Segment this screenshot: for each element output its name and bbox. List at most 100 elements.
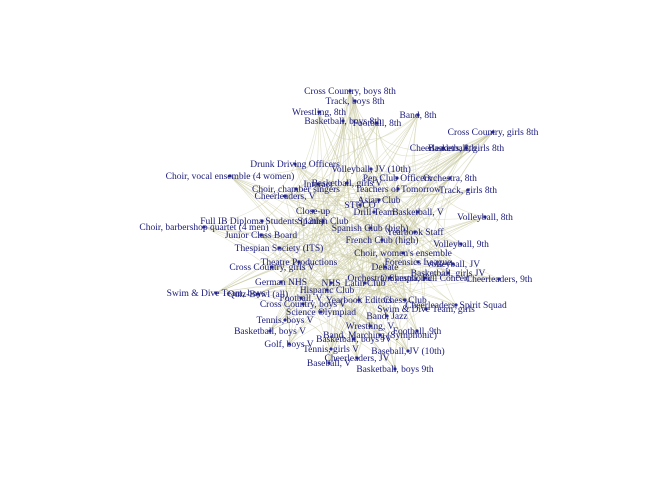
graph-node bbox=[454, 303, 458, 307]
graph-edge bbox=[346, 182, 409, 352]
graph-edge bbox=[288, 147, 444, 345]
graph-node bbox=[378, 333, 382, 337]
graph-edge bbox=[416, 211, 486, 220]
graph-node bbox=[214, 291, 218, 295]
graph-edge bbox=[356, 199, 380, 359]
graph-node bbox=[393, 367, 397, 371]
graph-edge bbox=[330, 227, 371, 350]
node-label: Pep Club Officers bbox=[363, 173, 432, 184]
graph-edge bbox=[328, 231, 416, 364]
graph-edge bbox=[320, 90, 351, 313]
graph-edge bbox=[370, 131, 494, 172]
graph-node bbox=[406, 349, 410, 353]
graph-edge bbox=[294, 163, 398, 185]
graph-node bbox=[368, 226, 372, 230]
graph-edge bbox=[203, 226, 358, 359]
node-label: Spanish Club (high) bbox=[332, 223, 409, 234]
graph-edge bbox=[369, 189, 469, 327]
graph-node bbox=[228, 174, 232, 178]
graph-node bbox=[287, 342, 291, 346]
graph-edge bbox=[326, 131, 494, 291]
graph-node bbox=[329, 347, 333, 351]
graph-edge bbox=[420, 147, 467, 310]
node-label: Quiz-Bowl (all) bbox=[228, 289, 288, 300]
graph-edge bbox=[392, 299, 409, 352]
graph-node bbox=[325, 288, 329, 292]
graph-edge bbox=[280, 227, 371, 283]
node-label: NHS bbox=[321, 279, 340, 289]
node-label: Football, 9th bbox=[393, 327, 442, 337]
graph-node bbox=[297, 260, 301, 264]
graph-node bbox=[413, 230, 417, 234]
node-label: Tennis, girls V bbox=[303, 345, 359, 355]
node-label: Cheerleaders, 9th bbox=[466, 275, 533, 285]
graph-node bbox=[446, 271, 450, 275]
node-label: Basketball, boys V bbox=[234, 327, 306, 337]
graph-edge bbox=[203, 226, 404, 254]
node-label: Volleyball, 8th bbox=[457, 213, 513, 223]
graph-edge bbox=[302, 111, 320, 305]
graph-node bbox=[358, 203, 362, 207]
graph-edge bbox=[359, 204, 406, 301]
graph-edge bbox=[229, 175, 409, 352]
edge-layer bbox=[203, 90, 500, 370]
graph-node bbox=[396, 187, 400, 191]
node-label: Yearbook Editors bbox=[326, 296, 393, 306]
node-label: Latin Club bbox=[345, 279, 386, 289]
graph-node bbox=[279, 280, 283, 284]
graph-node bbox=[383, 265, 387, 269]
graph-edge bbox=[300, 297, 330, 364]
graph-edge bbox=[271, 266, 322, 313]
graph-edge bbox=[317, 183, 457, 306]
graph-node bbox=[380, 238, 384, 242]
graph-edge bbox=[295, 147, 444, 190]
node-label: Teachers of Tomorrow bbox=[355, 184, 441, 195]
graph-edge bbox=[370, 147, 467, 175]
graph-node bbox=[466, 188, 470, 192]
graph-edge bbox=[330, 252, 404, 350]
node-label: Choir, vocal ensemble (4 women) bbox=[166, 171, 295, 182]
graph-edge bbox=[284, 310, 381, 336]
graph-edge bbox=[328, 211, 375, 364]
graph-edge bbox=[295, 90, 351, 190]
node-label: Golf, boys V bbox=[264, 339, 313, 350]
node-label: Band, Marching (Symphonic) bbox=[323, 330, 437, 341]
graph-edge bbox=[348, 90, 358, 359]
node-label: Baseball, JV (10th) bbox=[371, 346, 444, 357]
node-label: Hispanic Club bbox=[300, 286, 355, 296]
graph-edge bbox=[366, 168, 380, 201]
graph-node bbox=[345, 181, 349, 185]
node-label: Cheerleaders, JV bbox=[325, 354, 390, 364]
node-label: Tennis, boys V bbox=[257, 316, 314, 326]
graph-node bbox=[327, 361, 331, 365]
graph-edge bbox=[269, 168, 372, 332]
node-label: Junior Class Board bbox=[225, 231, 298, 241]
graph-edge bbox=[349, 90, 375, 213]
node-label: Yearbook Staff bbox=[386, 227, 444, 238]
graph-node bbox=[293, 162, 297, 166]
graph-edge bbox=[269, 210, 314, 332]
graph-node bbox=[416, 210, 420, 214]
graph-node bbox=[483, 215, 487, 219]
graph-node bbox=[259, 233, 263, 237]
graph-edge bbox=[369, 272, 449, 327]
node-label: Debate bbox=[372, 263, 399, 273]
graph-edge bbox=[284, 100, 356, 321]
graph-edge bbox=[260, 234, 427, 310]
node-label: Basketball, boys JV bbox=[316, 335, 392, 345]
node-label: Basketball, V bbox=[392, 208, 444, 218]
graph-node bbox=[260, 219, 264, 223]
graph-node bbox=[256, 292, 260, 296]
node-label: Basketball, boys 8th bbox=[304, 117, 382, 127]
graph-edge bbox=[330, 216, 486, 284]
node-label: Chess Club bbox=[383, 296, 427, 306]
graph-edge bbox=[312, 122, 378, 212]
node-label: Interact bbox=[303, 180, 332, 190]
graph-edge bbox=[295, 188, 386, 268]
node-layer bbox=[202, 89, 501, 371]
graph-edge bbox=[284, 177, 398, 199]
graph-edge bbox=[326, 286, 427, 310]
graph-edge bbox=[387, 188, 404, 254]
